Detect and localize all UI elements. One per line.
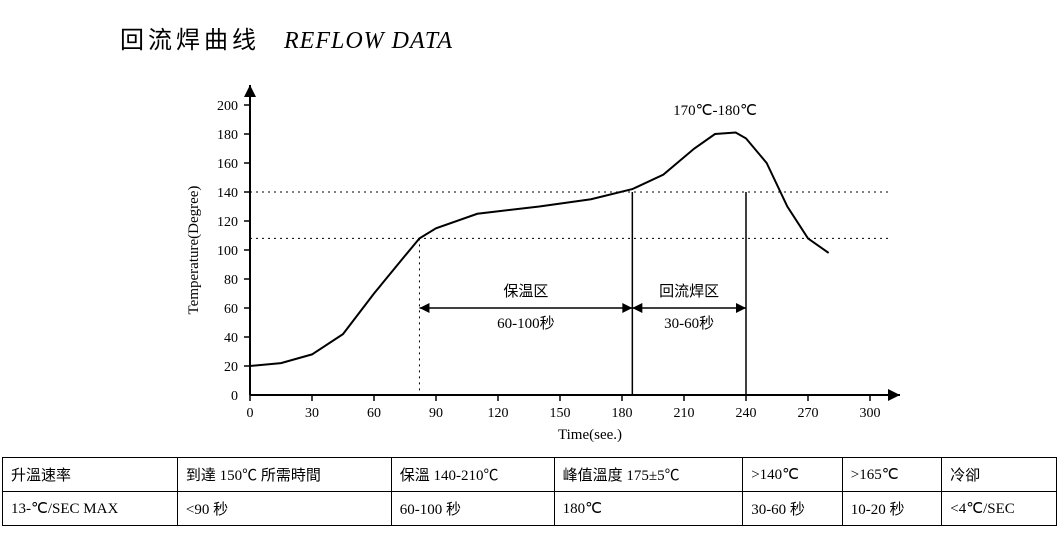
- svg-text:回流焊区: 回流焊区: [659, 283, 719, 300]
- table-cell: 30-60 秒: [743, 492, 843, 526]
- svg-text:270: 270: [798, 406, 819, 421]
- svg-text:170℃-180℃: 170℃-180℃: [673, 103, 757, 119]
- table-cell: <90 秒: [177, 492, 391, 526]
- svg-text:180: 180: [612, 406, 633, 421]
- svg-text:0: 0: [231, 389, 238, 404]
- svg-text:40: 40: [224, 331, 238, 346]
- svg-text:0: 0: [247, 406, 254, 421]
- table-cell: 13-℃/SEC MAX: [3, 492, 178, 526]
- svg-text:200: 200: [217, 99, 238, 114]
- table-cell: 60-100 秒: [391, 492, 554, 526]
- title-en: REFLOW DATA: [284, 28, 453, 54]
- svg-text:120: 120: [488, 406, 509, 421]
- svg-text:30: 30: [305, 406, 319, 421]
- svg-text:210: 210: [674, 406, 695, 421]
- table-header: 升溫速率: [3, 458, 178, 492]
- svg-text:150: 150: [550, 406, 571, 421]
- svg-text:140: 140: [217, 186, 238, 201]
- svg-text:60: 60: [367, 406, 381, 421]
- chart-title: 回流焊曲线 REFLOW DATA: [0, 0, 1059, 65]
- svg-text:120: 120: [217, 215, 238, 230]
- table-header: 到達 150℃ 所需時間: [177, 458, 391, 492]
- parameter-table: 升溫速率到達 150℃ 所需時間保溫 140-210℃峰值溫度 175±5℃>1…: [2, 457, 1057, 526]
- table-header: 保溫 140-210℃: [391, 458, 554, 492]
- svg-text:20: 20: [224, 360, 238, 375]
- svg-text:60: 60: [224, 302, 238, 317]
- table-header: 冷卻: [942, 458, 1057, 492]
- svg-text:Time(see.): Time(see.): [558, 427, 622, 443]
- table-header: 峰值溫度 175±5℃: [554, 458, 743, 492]
- title-cn: 回流焊曲线: [120, 28, 260, 54]
- table-header: >140℃: [743, 458, 843, 492]
- svg-text:80: 80: [224, 273, 238, 288]
- svg-text:180: 180: [217, 128, 238, 143]
- svg-text:240: 240: [736, 406, 757, 421]
- table-cell: 10-20 秒: [842, 492, 942, 526]
- svg-text:30-60秒: 30-60秒: [664, 315, 714, 332]
- svg-text:100: 100: [217, 244, 238, 259]
- svg-text:Temperature(Degree): Temperature(Degree): [186, 186, 202, 315]
- svg-text:160: 160: [217, 157, 238, 172]
- svg-text:300: 300: [860, 406, 881, 421]
- table-cell: <4℃/SEC: [942, 492, 1057, 526]
- svg-text:90: 90: [429, 406, 443, 421]
- table-cell: 180℃: [554, 492, 743, 526]
- svg-text:保温区: 保温区: [503, 283, 548, 300]
- reflow-chart: 0 30 60 90 120 150 180 210 240 270 300 20 40 60 80 100 1…: [180, 65, 920, 445]
- table-header: >165℃: [842, 458, 942, 492]
- svg-text:60-100秒: 60-100秒: [497, 315, 555, 332]
